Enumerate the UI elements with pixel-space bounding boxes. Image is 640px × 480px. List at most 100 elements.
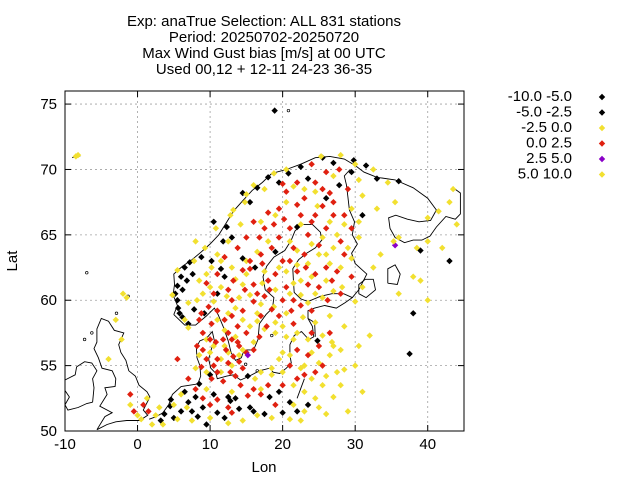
data-point — [123, 294, 130, 301]
data-point — [196, 351, 203, 359]
data-point — [203, 280, 210, 287]
data-point — [174, 355, 181, 363]
title-line-3: Max Wind Gust bias [m/s] at 00 UTC — [142, 45, 386, 62]
data-point — [315, 404, 323, 411]
data-point — [283, 198, 290, 206]
data-point — [257, 300, 265, 308]
y-tick-label: 60 — [40, 292, 57, 309]
data-point — [232, 372, 239, 380]
data-point — [290, 183, 297, 190]
data-point — [272, 329, 279, 337]
data-point — [341, 221, 348, 228]
data-point — [237, 221, 244, 228]
data-point — [359, 212, 366, 219]
coastline-segment — [358, 278, 376, 299]
data-point — [203, 385, 210, 393]
x-tick-label: 30 — [347, 436, 364, 453]
data-point — [317, 153, 325, 160]
data-point — [239, 417, 246, 424]
data-point — [192, 238, 199, 245]
data-point — [446, 198, 453, 206]
data-point — [250, 281, 257, 288]
data-point — [228, 388, 236, 395]
data-point — [279, 382, 286, 389]
data-point — [348, 255, 355, 262]
data-point — [222, 346, 230, 354]
data-point — [326, 260, 333, 267]
data-point — [205, 303, 212, 310]
data-point — [217, 265, 225, 273]
data-point — [330, 159, 337, 167]
data-point — [286, 416, 294, 423]
data-point — [410, 273, 417, 280]
data-point — [214, 316, 221, 324]
data-point — [212, 338, 220, 346]
data-point — [293, 261, 301, 269]
data-point — [355, 218, 363, 225]
data-point — [301, 371, 308, 378]
data-point — [341, 366, 348, 373]
x-tick-label: 10 — [202, 436, 219, 453]
data-point — [199, 290, 207, 297]
data-point — [250, 346, 257, 354]
data-point — [283, 268, 290, 275]
data-point — [257, 391, 265, 398]
data-point — [127, 391, 134, 398]
data-point — [286, 238, 294, 245]
data-point — [192, 365, 199, 372]
coastline-segment — [343, 169, 368, 298]
data-point — [244, 392, 252, 399]
data-point — [330, 198, 337, 206]
legend-label: -2.5 0.0 — [521, 119, 572, 136]
data-point — [319, 294, 326, 301]
data-point — [192, 385, 199, 393]
data-point — [279, 180, 286, 188]
data-point — [221, 273, 228, 280]
data-point — [243, 234, 250, 241]
data-point — [308, 329, 315, 337]
legend-marker — [598, 140, 606, 147]
data-point — [293, 346, 301, 354]
data-point — [283, 283, 290, 291]
data-point — [156, 404, 163, 411]
data-point — [301, 195, 308, 202]
data-point — [217, 368, 225, 376]
data-point — [312, 319, 319, 326]
data-point — [366, 332, 373, 339]
data-point — [275, 234, 283, 241]
data-point — [257, 312, 265, 320]
data-point — [192, 393, 199, 401]
data-point — [188, 408, 196, 415]
data-point — [185, 324, 192, 331]
island-outline — [270, 333, 274, 338]
data-point — [225, 238, 232, 245]
data-point — [435, 208, 442, 215]
data-point — [297, 221, 304, 228]
data-point — [290, 382, 297, 389]
data-point — [257, 385, 265, 393]
data-point — [322, 251, 330, 258]
coastline-segment — [64, 361, 98, 411]
data-point — [297, 277, 304, 284]
data-point — [239, 365, 246, 372]
data-point — [250, 408, 257, 415]
data-point — [214, 368, 221, 376]
data-point — [225, 329, 232, 337]
island-outline — [255, 369, 259, 373]
data-point — [250, 181, 257, 189]
data-point — [237, 382, 244, 389]
data-point — [250, 218, 257, 225]
data-point — [304, 351, 312, 359]
data-point — [290, 280, 297, 287]
data-point — [223, 223, 230, 231]
data-point — [257, 251, 265, 258]
data-point — [250, 298, 257, 305]
data-point — [198, 253, 205, 261]
data-point — [315, 342, 323, 350]
data-point — [312, 290, 319, 297]
data-point — [230, 277, 237, 284]
data-point — [413, 244, 421, 252]
data-point — [246, 257, 254, 265]
data-point — [225, 286, 232, 293]
data-point — [119, 290, 127, 297]
